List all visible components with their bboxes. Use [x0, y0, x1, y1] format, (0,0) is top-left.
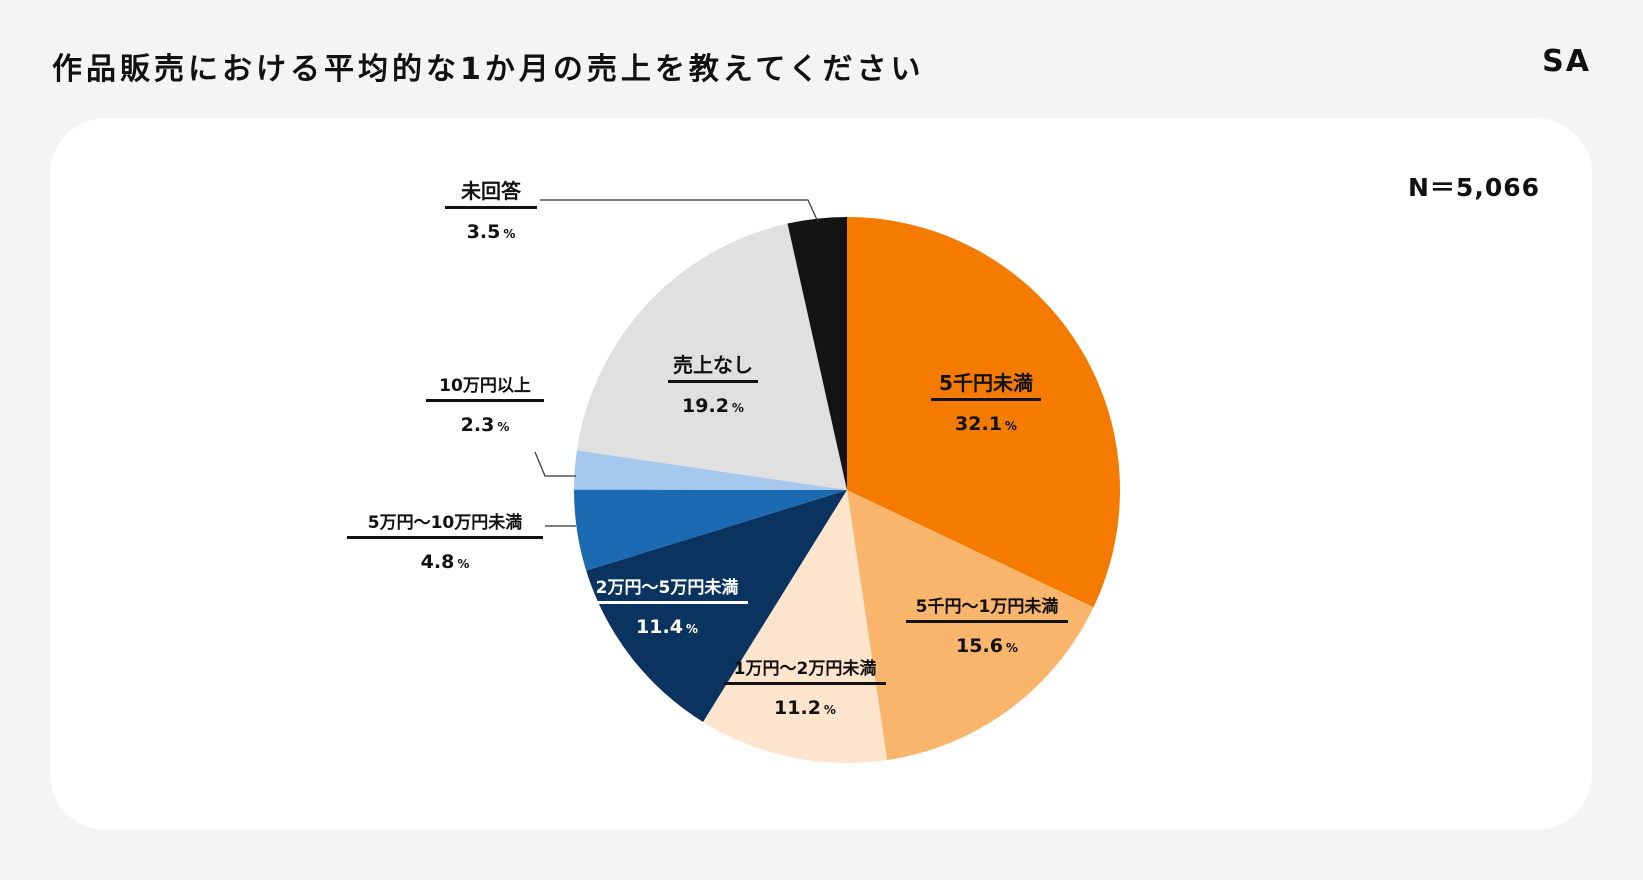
chart-title: 作品販売における平均的な1か月の売上を教えてください: [52, 52, 925, 87]
value-slice-2: 15.6%: [956, 635, 1018, 657]
label-slice-6: 10万円以上: [439, 376, 531, 396]
label-slice-5: 5万円〜10万円未満: [368, 512, 523, 533]
label-underline-slice-6: [426, 399, 544, 402]
pie-slice-4: [586, 490, 847, 722]
question-type-tag: SA: [1542, 44, 1591, 79]
pie-slice-7: [576, 223, 847, 490]
pie-slice-8: [787, 217, 847, 490]
value-slice-8: 3.5%: [467, 221, 516, 243]
label-underline-slice-2: [906, 620, 1068, 623]
pie-slice-3: [703, 490, 888, 764]
pie-slice-6: [574, 450, 847, 490]
label-slice-4: 2万円〜5万円未満: [596, 577, 739, 598]
label-underline-slice-7: [668, 380, 758, 383]
value-slice-5: 4.8%: [421, 551, 470, 573]
label-slice-2: 5千円〜1万円未満: [916, 596, 1059, 617]
value-slice-3: 11.2%: [774, 697, 836, 719]
label-slice-3: 1万円〜2万円未満: [734, 658, 877, 679]
sample-size-label: N＝5,066: [1408, 173, 1541, 202]
label-underline-slice-3: [724, 682, 886, 685]
value-slice-6: 2.3%: [461, 414, 510, 436]
label-underline-slice-4: [586, 601, 748, 604]
value-slice-4: 11.4%: [636, 616, 698, 638]
pie-slice-5: [573, 489, 847, 571]
label-slice-1: 5千円未満: [939, 371, 1033, 395]
leader-line-slice-8: [540, 199, 819, 223]
label-underline-slice-1: [931, 398, 1041, 401]
value-slice-7: 19.2%: [682, 395, 744, 417]
pie-slice-1: [847, 217, 1121, 608]
value-slice-1: 32.1%: [955, 413, 1017, 435]
label-underline-slice-5: [347, 536, 543, 539]
label-underline-slice-8: [445, 206, 537, 209]
leader-line-slice-6: [534, 451, 576, 477]
label-slice-7: 売上なし: [673, 353, 753, 377]
label-slice-8: 未回答: [461, 179, 522, 203]
pie-slice-2: [847, 490, 1094, 761]
